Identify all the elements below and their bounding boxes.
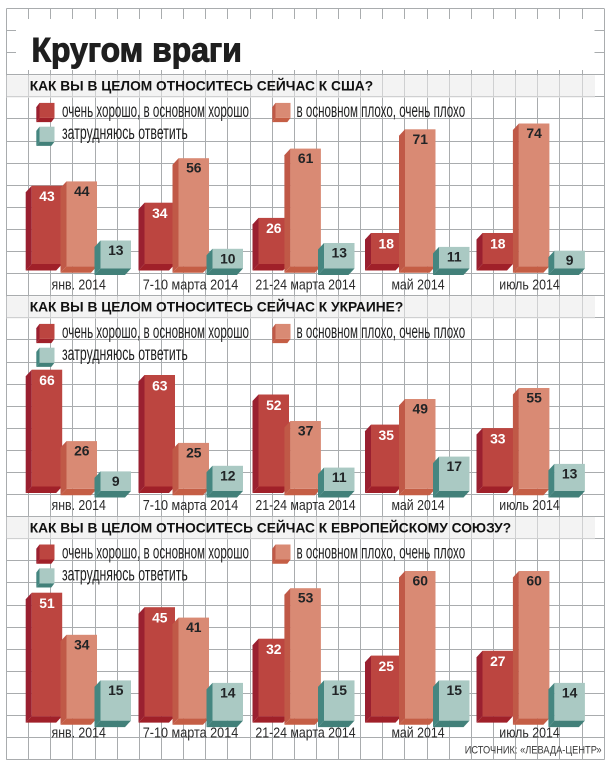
svg-text:май 2014: май 2014 xyxy=(391,497,445,513)
svg-text:71: 71 xyxy=(412,131,428,147)
svg-text:9: 9 xyxy=(112,473,120,489)
svg-text:45: 45 xyxy=(152,609,168,625)
svg-text:25: 25 xyxy=(378,658,394,674)
svg-text:очень хорошо, в основном хорош: очень хорошо, в основном хорошо xyxy=(62,542,249,564)
svg-text:35: 35 xyxy=(378,427,394,443)
svg-text:КАК ВЫ В ЦЕЛОМ ОТНОСИТЕСЬ СЕЙЧ: КАК ВЫ В ЦЕЛОМ ОТНОСИТЕСЬ СЕЙЧАС К УКРАИ… xyxy=(30,298,404,315)
svg-text:13: 13 xyxy=(108,242,124,258)
svg-text:56: 56 xyxy=(186,160,202,176)
svg-text:60: 60 xyxy=(412,572,428,588)
svg-text:15: 15 xyxy=(108,682,124,698)
svg-text:74: 74 xyxy=(526,125,542,141)
svg-text:11: 11 xyxy=(447,248,462,264)
svg-text:7-10 марта 2014: 7-10 марта 2014 xyxy=(143,725,239,741)
svg-text:44: 44 xyxy=(74,183,90,199)
svg-text:янв. 2014: янв. 2014 xyxy=(52,497,107,513)
svg-text:61: 61 xyxy=(298,150,314,166)
svg-text:7-10 марта 2014: 7-10 марта 2014 xyxy=(143,277,239,293)
svg-text:18: 18 xyxy=(490,235,506,251)
svg-text:33: 33 xyxy=(490,430,506,446)
svg-text:14: 14 xyxy=(220,684,236,700)
svg-text:12: 12 xyxy=(220,467,236,483)
svg-text:49: 49 xyxy=(412,400,428,416)
svg-text:13: 13 xyxy=(331,244,347,260)
svg-text:32: 32 xyxy=(266,641,282,657)
svg-text:52: 52 xyxy=(266,397,282,413)
svg-text:затрудняюсь ответить: затрудняюсь ответить xyxy=(62,343,188,365)
svg-text:9: 9 xyxy=(566,252,574,268)
svg-text:26: 26 xyxy=(266,220,282,236)
svg-text:21-24 марта 2014: 21-24 марта 2014 xyxy=(255,497,356,513)
svg-text:15: 15 xyxy=(446,682,462,698)
svg-text:в основном плохо, очень плохо: в основном плохо, очень плохо xyxy=(297,100,466,122)
svg-text:15: 15 xyxy=(331,682,347,698)
svg-text:КАК ВЫ В ЦЕЛОМ ОТНОСИТЕСЬ СЕЙЧ: КАК ВЫ В ЦЕЛОМ ОТНОСИТЕСЬ СЕЙЧАС К США? xyxy=(30,77,373,94)
svg-text:июль 2014: июль 2014 xyxy=(499,277,560,293)
svg-text:очень хорошо, в основном хорош: очень хорошо, в основном хорошо xyxy=(62,100,249,122)
svg-text:53: 53 xyxy=(298,590,314,606)
svg-text:янв. 2014: янв. 2014 xyxy=(52,725,107,741)
svg-text:43: 43 xyxy=(39,188,55,204)
svg-text:37: 37 xyxy=(298,422,314,438)
svg-text:63: 63 xyxy=(152,377,168,393)
svg-text:в основном плохо, очень плохо: в основном плохо, очень плохо xyxy=(297,321,466,343)
svg-text:41: 41 xyxy=(186,619,202,635)
svg-text:13: 13 xyxy=(562,465,578,481)
svg-text:май 2014: май 2014 xyxy=(391,725,445,741)
svg-text:июль 2014: июль 2014 xyxy=(499,725,560,741)
svg-text:затрудняюсь ответить: затрудняюсь ответить xyxy=(62,122,188,144)
svg-text:Кругом враги: Кругом враги xyxy=(32,31,242,69)
svg-text:60: 60 xyxy=(526,572,542,588)
svg-text:26: 26 xyxy=(74,442,90,458)
svg-text:18: 18 xyxy=(378,235,394,251)
svg-text:14: 14 xyxy=(562,684,578,700)
svg-text:17: 17 xyxy=(446,458,462,474)
svg-text:27: 27 xyxy=(490,653,506,669)
svg-text:ИСТОЧНИК: «ЛЕВАДА-ЦЕНТР»: ИСТОЧНИК: «ЛЕВАДА-ЦЕНТР» xyxy=(465,745,602,757)
svg-text:66: 66 xyxy=(39,372,55,388)
svg-text:10: 10 xyxy=(220,250,236,266)
svg-text:11: 11 xyxy=(332,469,347,485)
svg-text:34: 34 xyxy=(74,636,90,652)
svg-text:очень хорошо, в основном хорош: очень хорошо, в основном хорошо xyxy=(62,321,249,343)
svg-text:7-10 марта 2014: 7-10 марта 2014 xyxy=(143,497,239,513)
svg-text:в основном плохо, очень плохо: в основном плохо, очень плохо xyxy=(297,542,466,564)
svg-text:34: 34 xyxy=(152,205,168,221)
svg-text:51: 51 xyxy=(39,595,55,611)
svg-text:55: 55 xyxy=(526,389,542,405)
svg-text:21-24 марта 2014: 21-24 марта 2014 xyxy=(255,277,356,293)
svg-text:21-24 марта 2014: 21-24 марта 2014 xyxy=(255,725,356,741)
svg-text:25: 25 xyxy=(186,444,202,460)
svg-text:янв. 2014: янв. 2014 xyxy=(52,277,107,293)
svg-text:июль 2014: июль 2014 xyxy=(499,497,560,513)
svg-text:КАК ВЫ В ЦЕЛОМ ОТНОСИТЕСЬ СЕЙЧ: КАК ВЫ В ЦЕЛОМ ОТНОСИТЕСЬ СЕЙЧАС К ЕВРОП… xyxy=(30,518,511,535)
svg-text:май 2014: май 2014 xyxy=(391,277,445,293)
svg-text:затрудняюсь ответить: затрудняюсь ответить xyxy=(62,564,188,586)
